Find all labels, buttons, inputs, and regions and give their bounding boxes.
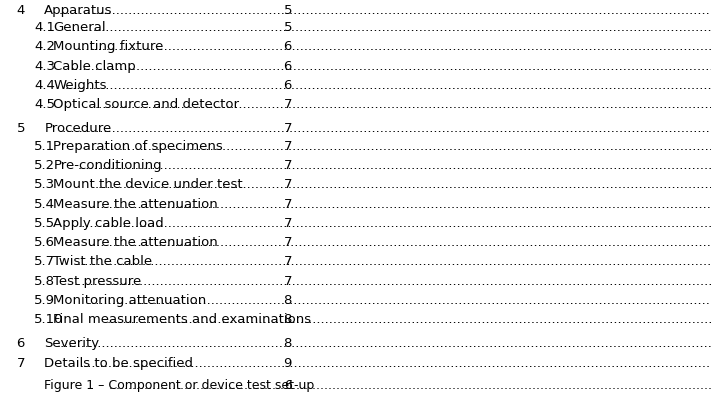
Text: 6: 6 [284,59,292,72]
Text: Preparation of specimens: Preparation of specimens [53,139,223,152]
Text: Monitoring attenuation: Monitoring attenuation [53,293,207,306]
Text: Mounting fixture: Mounting fixture [53,40,164,53]
Text: ................................................................................: ........................................… [80,356,711,369]
Text: 5.5: 5.5 [34,216,55,229]
Text: ................................................................................: ........................................… [90,139,711,152]
Text: 7: 7 [284,255,292,267]
Text: 4: 4 [16,4,25,17]
Text: ................................................................................: ........................................… [64,21,711,34]
Text: ................................................................................: ........................................… [64,79,711,92]
Text: ................................................................................: ........................................… [89,197,711,210]
Text: General: General [53,21,106,34]
Text: 5.3: 5.3 [34,178,55,191]
Text: 7: 7 [284,197,292,210]
Text: Procedure: Procedure [44,122,112,135]
Text: 4.1: 4.1 [34,21,55,34]
Text: 5: 5 [284,4,292,17]
Text: ................................................................................: ........................................… [78,40,711,53]
Text: 5.7: 5.7 [34,255,55,267]
Text: ................................................................................: ........................................… [109,378,711,391]
Text: 6: 6 [284,378,292,391]
Text: 7: 7 [284,216,292,229]
Text: Apply cable load: Apply cable load [53,216,164,229]
Text: ................................................................................: ........................................… [58,122,711,135]
Text: 6: 6 [16,337,25,349]
Text: 6: 6 [284,79,292,92]
Text: Figure 1 – Component or device test set-up: Figure 1 – Component or device test set-… [44,378,314,391]
Text: 5.8: 5.8 [34,274,55,287]
Text: 5: 5 [284,21,292,34]
Text: Details to be specified: Details to be specified [44,356,193,369]
Text: Severity: Severity [44,337,100,349]
Text: Cable clamp: Cable clamp [53,59,136,72]
Text: ................................................................................: ........................................… [95,98,711,111]
Text: 5.1: 5.1 [34,139,55,152]
Text: 7: 7 [284,122,292,135]
Text: 8: 8 [284,312,292,325]
Text: 9: 9 [284,356,292,369]
Text: 7: 7 [284,98,292,111]
Text: ................................................................................: ........................................… [78,159,711,171]
Text: 7: 7 [284,139,292,152]
Text: Apparatus: Apparatus [44,4,113,17]
Text: ................................................................................: ........................................… [73,274,711,287]
Text: Optical source and detector: Optical source and detector [53,98,240,111]
Text: ................................................................................: ........................................… [70,59,711,72]
Text: Twist the cable: Twist the cable [53,255,152,267]
Text: 8: 8 [284,293,292,306]
Text: 7: 7 [16,356,25,369]
Text: ................................................................................: ........................................… [89,236,711,248]
Text: Test pressure: Test pressure [53,274,141,287]
Text: 7: 7 [284,178,292,191]
Text: 4.2: 4.2 [34,40,55,53]
Text: 4.3: 4.3 [34,59,55,72]
Text: 5.4: 5.4 [34,197,55,210]
Text: 6: 6 [284,40,292,53]
Text: ................................................................................: ........................................… [78,216,711,229]
Text: ................................................................................: ........................................… [107,312,711,325]
Text: 5.9: 5.9 [34,293,55,306]
Text: 5.2: 5.2 [34,159,55,171]
Text: Measure the attenuation: Measure the attenuation [53,236,218,248]
Text: ................................................................................: ........................................… [58,4,711,17]
Text: ................................................................................: ........................................… [57,337,711,349]
Text: Measure the attenuation: Measure the attenuation [53,197,218,210]
Text: 4.5: 4.5 [34,98,55,111]
Text: Pre-conditioning: Pre-conditioning [53,159,162,171]
Text: Weights: Weights [53,79,107,92]
Text: 5.6: 5.6 [34,236,55,248]
Text: ................................................................................: ........................................… [77,255,711,267]
Text: 4.4: 4.4 [34,79,55,92]
Text: 7: 7 [284,159,292,171]
Text: 7: 7 [284,236,292,248]
Text: ................................................................................: ........................................… [87,293,711,306]
Text: 5.10: 5.10 [34,312,64,325]
Text: 7: 7 [284,274,292,287]
Text: ................................................................................: ........................................… [95,178,711,191]
Text: 5: 5 [16,122,25,135]
Text: Final measurements and examinations: Final measurements and examinations [53,312,311,325]
Text: Mount the device under test: Mount the device under test [53,178,243,191]
Text: 8: 8 [284,337,292,349]
